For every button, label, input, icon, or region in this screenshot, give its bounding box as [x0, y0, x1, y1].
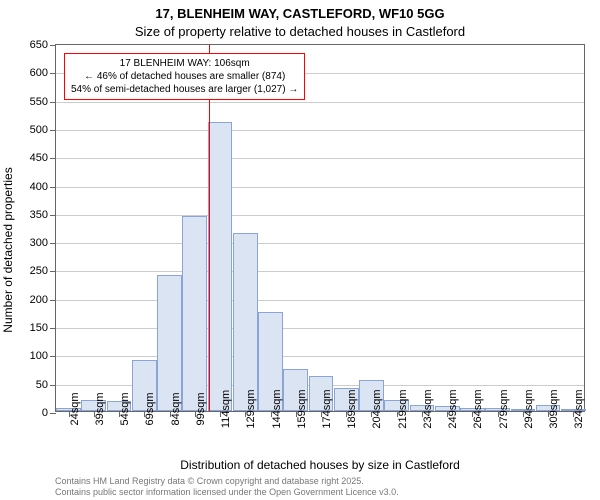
x-tick-label: 264sqm — [472, 389, 484, 428]
x-tick-label: 309sqm — [548, 389, 560, 428]
gridline — [56, 102, 584, 103]
x-tick-label: 279sqm — [498, 389, 510, 428]
y-tick-label: 650 — [30, 39, 48, 51]
annotation-line1: 17 BLENHEIM WAY: 106sqm — [71, 57, 298, 70]
y-tick-label: 450 — [30, 152, 48, 164]
histogram-bar — [208, 122, 233, 411]
x-tick-label: 324sqm — [573, 389, 585, 428]
y-tick — [50, 300, 56, 301]
x-tick-label: 24sqm — [69, 392, 81, 425]
y-tick-label: 350 — [30, 209, 48, 221]
y-tick-label: 400 — [30, 181, 48, 193]
y-tick — [50, 243, 56, 244]
footer-attribution: Contains HM Land Registry data © Crown c… — [55, 476, 399, 498]
chart-subtitle: Size of property relative to detached ho… — [0, 24, 600, 39]
y-tick — [50, 328, 56, 329]
annotation-box: 17 BLENHEIM WAY: 106sqm← 46% of detached… — [64, 53, 305, 100]
x-tick-label: 189sqm — [346, 389, 358, 428]
y-tick — [50, 215, 56, 216]
y-tick-label: 50 — [36, 379, 48, 391]
y-tick-label: 100 — [30, 350, 48, 362]
gridline — [56, 215, 584, 216]
y-tick — [50, 187, 56, 188]
annotation-line2: ← 46% of detached houses are smaller (87… — [71, 70, 298, 83]
y-tick-label: 0 — [42, 407, 48, 419]
x-tick-label: 84sqm — [170, 392, 182, 425]
y-tick-label: 200 — [30, 294, 48, 306]
annotation-line3: 54% of semi-detached houses are larger (… — [71, 83, 298, 96]
y-tick — [50, 385, 56, 386]
x-tick-label: 204sqm — [371, 389, 383, 428]
y-tick — [50, 102, 56, 103]
histogram-bar — [157, 275, 182, 411]
gridline — [56, 158, 584, 159]
y-tick-label: 550 — [30, 96, 48, 108]
property-size-chart: 17, BLENHEIM WAY, CASTLEFORD, WF10 5GG S… — [0, 0, 600, 500]
gridline — [56, 130, 584, 131]
x-tick-label: 39sqm — [94, 392, 106, 425]
y-axis-label: Number of detached properties — [1, 167, 15, 332]
chart-title-address: 17, BLENHEIM WAY, CASTLEFORD, WF10 5GG — [0, 6, 600, 21]
x-tick-label: 174sqm — [321, 389, 333, 428]
y-tick — [50, 158, 56, 159]
gridline — [56, 187, 584, 188]
footer-line1: Contains HM Land Registry data © Crown c… — [55, 476, 399, 487]
y-tick-label: 300 — [30, 237, 48, 249]
y-tick-label: 500 — [30, 124, 48, 136]
y-tick-label: 600 — [30, 67, 48, 79]
gridline — [56, 243, 584, 244]
x-tick-label: 54sqm — [119, 392, 131, 425]
y-tick — [50, 73, 56, 74]
x-tick-label: 69sqm — [144, 392, 156, 425]
x-tick-label: 234sqm — [422, 389, 434, 428]
gridline — [56, 300, 584, 301]
x-tick-label: 249sqm — [447, 389, 459, 428]
x-axis-label: Distribution of detached houses by size … — [55, 458, 585, 472]
histogram-bar — [233, 233, 258, 411]
plot-area: 0501001502002503003504004505005506006502… — [55, 44, 585, 412]
x-tick-label: 219sqm — [397, 389, 409, 428]
gridline — [56, 328, 584, 329]
y-tick — [50, 413, 56, 414]
x-tick-label: 144sqm — [271, 389, 283, 428]
y-tick-label: 250 — [30, 265, 48, 277]
y-tick-label: 150 — [30, 322, 48, 334]
gridline — [56, 356, 584, 357]
histogram-bar — [182, 216, 207, 411]
y-tick — [50, 45, 56, 46]
y-tick — [50, 356, 56, 357]
x-tick-label: 99sqm — [195, 392, 207, 425]
y-tick — [50, 130, 56, 131]
footer-line2: Contains public sector information licen… — [55, 487, 399, 498]
y-tick — [50, 271, 56, 272]
x-tick-label: 129sqm — [245, 389, 257, 428]
gridline — [56, 271, 584, 272]
x-tick-label: 114sqm — [220, 390, 232, 428]
x-tick-label: 294sqm — [523, 389, 535, 428]
x-tick-label: 159sqm — [296, 389, 308, 428]
